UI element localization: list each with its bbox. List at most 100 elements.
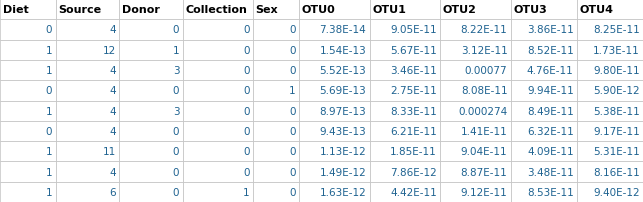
Text: 7.86E-12: 7.86E-12 xyxy=(390,167,437,177)
Bar xyxy=(577,101,643,121)
Text: 11: 11 xyxy=(103,146,116,157)
Bar xyxy=(55,20,119,40)
Bar xyxy=(119,0,183,20)
Text: 0: 0 xyxy=(244,146,250,157)
Text: OTU2: OTU2 xyxy=(442,5,476,15)
Text: Donor: Donor xyxy=(122,5,159,15)
Bar xyxy=(370,61,440,81)
Text: 8.53E-11: 8.53E-11 xyxy=(527,187,574,197)
Bar xyxy=(511,101,577,121)
Bar xyxy=(55,182,119,202)
Text: 0: 0 xyxy=(173,25,179,35)
Text: 1: 1 xyxy=(46,45,52,56)
Bar xyxy=(55,162,119,182)
Bar xyxy=(511,81,577,101)
Bar xyxy=(55,61,119,81)
Text: 9.12E-11: 9.12E-11 xyxy=(461,187,507,197)
Bar xyxy=(119,40,183,61)
Bar xyxy=(511,121,577,141)
Bar xyxy=(577,121,643,141)
Bar xyxy=(183,121,253,141)
Bar xyxy=(253,0,299,20)
Text: 0: 0 xyxy=(173,86,179,96)
Text: 1: 1 xyxy=(46,187,52,197)
Bar xyxy=(440,81,511,101)
Bar xyxy=(119,162,183,182)
Text: 0: 0 xyxy=(244,45,250,56)
Text: 1.85E-11: 1.85E-11 xyxy=(390,146,437,157)
Text: Collection: Collection xyxy=(185,5,247,15)
Bar xyxy=(0,182,55,202)
Bar xyxy=(370,0,440,20)
Bar xyxy=(440,101,511,121)
Bar xyxy=(183,141,253,162)
Text: 5.67E-11: 5.67E-11 xyxy=(390,45,437,56)
Text: 1.13E-12: 1.13E-12 xyxy=(320,146,367,157)
Bar xyxy=(370,20,440,40)
Bar xyxy=(253,40,299,61)
Bar xyxy=(370,101,440,121)
Text: 0: 0 xyxy=(244,167,250,177)
Text: 8.87E-11: 8.87E-11 xyxy=(461,167,507,177)
Bar xyxy=(511,40,577,61)
Text: 1.63E-12: 1.63E-12 xyxy=(320,187,367,197)
Bar xyxy=(119,101,183,121)
Bar xyxy=(55,121,119,141)
Bar xyxy=(183,182,253,202)
Text: 4: 4 xyxy=(109,167,116,177)
Bar xyxy=(577,20,643,40)
Text: 4: 4 xyxy=(109,66,116,76)
Text: 8.97E-13: 8.97E-13 xyxy=(320,106,367,116)
Bar xyxy=(119,61,183,81)
Text: 8.16E-11: 8.16E-11 xyxy=(593,167,640,177)
Text: 3.12E-11: 3.12E-11 xyxy=(461,45,507,56)
Text: 0: 0 xyxy=(289,126,296,136)
Text: 0: 0 xyxy=(173,187,179,197)
Bar xyxy=(183,101,253,121)
Text: 0.000274: 0.000274 xyxy=(458,106,507,116)
Text: 0: 0 xyxy=(244,126,250,136)
Text: 4.76E-11: 4.76E-11 xyxy=(527,66,574,76)
Bar xyxy=(577,0,643,20)
Bar xyxy=(0,81,55,101)
Text: 4.09E-11: 4.09E-11 xyxy=(527,146,574,157)
Text: 12: 12 xyxy=(103,45,116,56)
Bar xyxy=(577,141,643,162)
Bar xyxy=(0,40,55,61)
Bar xyxy=(0,0,55,20)
Bar xyxy=(370,121,440,141)
Bar xyxy=(299,101,370,121)
Bar xyxy=(370,162,440,182)
Bar xyxy=(183,61,253,81)
Bar xyxy=(299,61,370,81)
Text: OTU3: OTU3 xyxy=(513,5,547,15)
Text: 3.46E-11: 3.46E-11 xyxy=(390,66,437,76)
Text: 4: 4 xyxy=(109,86,116,96)
Text: 8.25E-11: 8.25E-11 xyxy=(593,25,640,35)
Text: OTU0: OTU0 xyxy=(302,5,336,15)
Bar xyxy=(55,101,119,121)
Text: 0: 0 xyxy=(289,45,296,56)
Text: 2.75E-11: 2.75E-11 xyxy=(390,86,437,96)
Bar xyxy=(183,162,253,182)
Bar xyxy=(299,141,370,162)
Bar xyxy=(440,0,511,20)
Bar xyxy=(511,182,577,202)
Bar xyxy=(253,61,299,81)
Text: 9.40E-12: 9.40E-12 xyxy=(593,187,640,197)
Bar xyxy=(299,40,370,61)
Bar xyxy=(511,20,577,40)
Bar xyxy=(183,40,253,61)
Text: 0: 0 xyxy=(289,146,296,157)
Text: 0: 0 xyxy=(46,86,52,96)
Text: 1: 1 xyxy=(46,66,52,76)
Bar xyxy=(370,40,440,61)
Text: 9.05E-11: 9.05E-11 xyxy=(390,25,437,35)
Text: Source: Source xyxy=(58,5,101,15)
Text: 5.69E-13: 5.69E-13 xyxy=(320,86,367,96)
Bar xyxy=(511,162,577,182)
Text: 3: 3 xyxy=(173,66,179,76)
Text: 0: 0 xyxy=(244,106,250,116)
Bar xyxy=(0,20,55,40)
Text: 9.17E-11: 9.17E-11 xyxy=(593,126,640,136)
